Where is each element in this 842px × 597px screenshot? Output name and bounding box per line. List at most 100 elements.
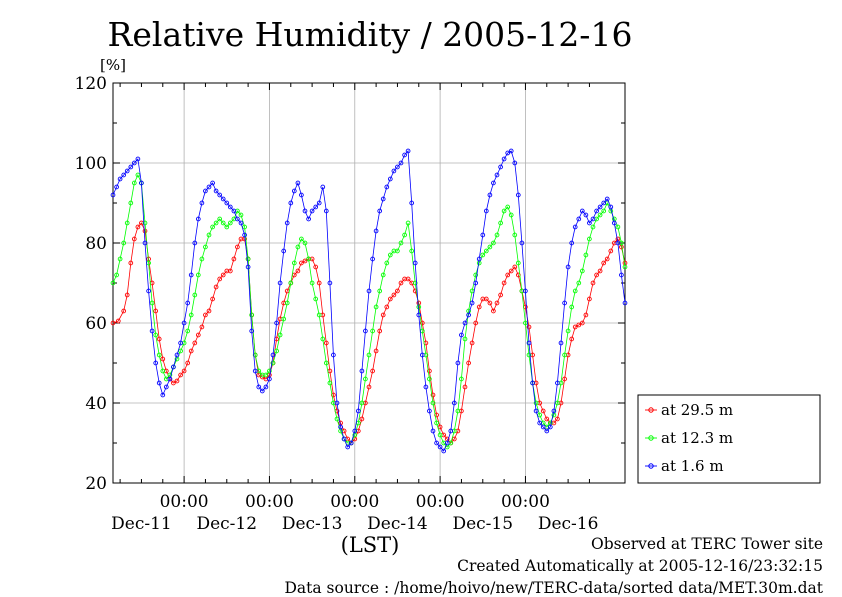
data-point <box>569 304 575 310</box>
data-point <box>288 200 294 206</box>
data-point <box>555 416 560 422</box>
data-point <box>160 368 166 374</box>
data-point <box>515 192 521 198</box>
data-point <box>210 180 215 186</box>
data-point <box>142 228 148 234</box>
data-point <box>622 264 628 270</box>
data-point <box>114 184 119 190</box>
data-point <box>423 384 429 390</box>
data-point <box>334 416 340 422</box>
data-point <box>572 224 578 230</box>
data-point <box>565 328 571 334</box>
data-point <box>565 264 571 270</box>
data-point <box>480 252 486 258</box>
x-time-label: 00:00 <box>330 492 379 512</box>
data-point <box>249 312 255 318</box>
data-point <box>462 384 468 390</box>
data-point <box>384 184 390 190</box>
data-point <box>544 428 550 434</box>
data-point <box>594 208 599 214</box>
data-point <box>295 268 301 274</box>
data-point <box>615 224 621 230</box>
data-point <box>220 220 226 226</box>
data-point <box>331 352 336 358</box>
data-point <box>331 392 336 398</box>
data-point <box>256 384 262 390</box>
data-point <box>604 196 610 202</box>
data-point <box>579 208 585 214</box>
data-point <box>473 280 479 286</box>
data-point <box>402 152 407 158</box>
data-point <box>274 348 279 354</box>
gridlines <box>113 83 625 483</box>
data-point <box>498 292 503 298</box>
data-point <box>213 284 219 290</box>
data-point <box>110 280 116 286</box>
x-date-label: Dec-11 <box>111 514 172 534</box>
data-point <box>153 308 159 314</box>
data-point <box>494 300 500 306</box>
data-point <box>402 232 407 238</box>
legend-label: at 12.3 m <box>661 429 733 447</box>
data-point <box>110 192 116 198</box>
data-point <box>217 216 223 222</box>
data-point <box>462 320 468 326</box>
data-point <box>491 240 496 246</box>
data-point <box>267 376 272 382</box>
data-point <box>487 300 493 306</box>
data-point <box>569 240 575 246</box>
data-point <box>128 260 134 266</box>
footer-created: Created Automatically at 2005-12-16/23:3… <box>457 557 823 575</box>
data-point <box>249 328 255 334</box>
data-point <box>195 332 201 338</box>
data-point <box>359 400 365 406</box>
data-point <box>533 400 539 406</box>
data-point <box>231 256 237 262</box>
data-point <box>341 436 347 442</box>
y-tick-label: 100 <box>75 154 107 174</box>
data-point <box>313 264 319 270</box>
x-time-label: 00:00 <box>245 492 294 512</box>
data-point <box>224 224 230 230</box>
data-point <box>135 172 141 178</box>
data-point <box>284 300 290 306</box>
data-point <box>227 268 233 274</box>
data-point <box>160 392 166 398</box>
data-point <box>459 332 464 338</box>
data-point <box>608 204 614 210</box>
data-point <box>427 376 432 382</box>
data-point <box>171 364 176 370</box>
data-point <box>309 280 315 286</box>
data-point <box>526 324 532 330</box>
data-point <box>359 368 365 374</box>
data-point <box>259 388 265 394</box>
data-point <box>377 288 383 294</box>
data-point <box>395 288 400 294</box>
x-date-label: Dec-16 <box>538 514 599 534</box>
data-point <box>412 260 418 266</box>
data-point <box>451 436 457 442</box>
data-point <box>359 416 365 422</box>
data-point <box>242 224 247 230</box>
data-point <box>430 400 436 406</box>
data-point <box>476 256 482 262</box>
data-point <box>505 272 511 278</box>
data-point <box>611 220 617 226</box>
data-point <box>327 380 333 386</box>
data-point <box>498 220 503 226</box>
data-point <box>608 248 614 254</box>
data-point <box>533 408 539 414</box>
data-point <box>320 336 326 342</box>
data-point <box>430 392 436 398</box>
data-point <box>235 216 240 222</box>
data-point <box>579 268 585 274</box>
data-point <box>363 328 368 334</box>
data-point <box>231 208 237 214</box>
data-point <box>220 196 226 202</box>
data-point <box>195 272 201 278</box>
data-point <box>572 324 578 330</box>
data-point <box>142 240 148 246</box>
data-point <box>263 384 269 390</box>
x-time-label: 00:00 <box>416 492 465 512</box>
